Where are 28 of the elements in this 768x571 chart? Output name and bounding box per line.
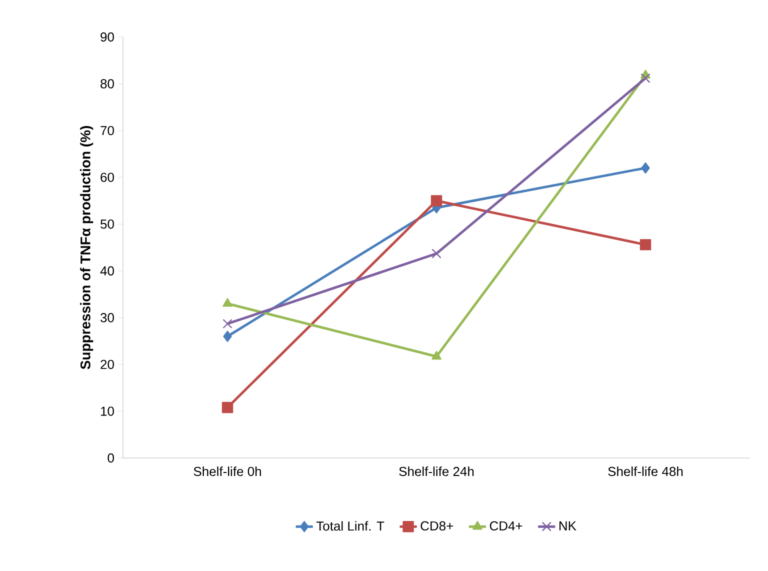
point bbox=[222, 298, 232, 307]
point bbox=[432, 350, 442, 360]
legend-label: CD4+ bbox=[490, 521, 522, 531]
point bbox=[640, 239, 652, 250]
point bbox=[223, 330, 232, 342]
y-axis-title: Suppression of TNFα production (%) bbox=[80, 126, 94, 370]
legend-label: NK bbox=[559, 521, 576, 530]
point bbox=[641, 162, 650, 174]
point bbox=[432, 248, 442, 258]
x-tick-label: Shelf-life 24h bbox=[399, 466, 474, 476]
y-tick-label: 50 bbox=[100, 220, 114, 229]
y-tick-label: 90 bbox=[100, 32, 114, 42]
y-tick-label: 30 bbox=[100, 313, 114, 322]
legend-label: CD8+ bbox=[420, 521, 454, 531]
y-tick-label: 80 bbox=[100, 79, 114, 88]
y-tick-label: 20 bbox=[100, 360, 114, 370]
y-tick-label: 0 bbox=[108, 453, 114, 463]
y-tick-label: 40 bbox=[100, 266, 114, 276]
legend-label: Total Linf. T bbox=[316, 521, 384, 531]
point bbox=[222, 402, 234, 414]
x-tick-label: Shelf-life 48h bbox=[608, 466, 683, 476]
y-tick-label: 60 bbox=[100, 172, 114, 182]
y-tick-label: 10 bbox=[101, 406, 114, 416]
point bbox=[222, 318, 232, 329]
y-tick-label: 70 bbox=[100, 126, 114, 136]
point bbox=[640, 73, 650, 84]
point bbox=[430, 195, 442, 206]
x-tick-label: Shelf-life 0h bbox=[194, 466, 261, 476]
